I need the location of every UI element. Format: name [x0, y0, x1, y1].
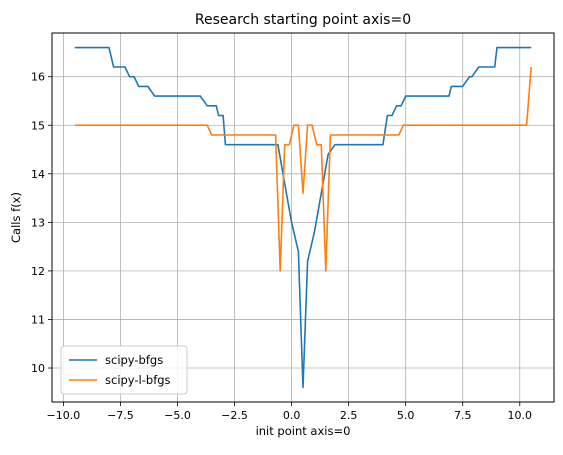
series-layer — [74, 46, 532, 389]
y-axis-label: Calls f(x) — [9, 192, 23, 243]
y-tick-label: 15 — [31, 119, 45, 132]
x-axis-ticks: −10.0 −7.5 −5.0 −2.5 0.0 2.5 5.0 7.5 10.0 — [47, 402, 532, 422]
x-tick-label: −2.5 — [221, 409, 248, 422]
y-tick-label: 14 — [31, 168, 45, 181]
x-tick-label: 7.5 — [454, 409, 472, 422]
y-tick-label: 10 — [31, 362, 45, 375]
legend-label: scipy-l-bfgs — [105, 373, 171, 387]
chart-title: Research starting point axis=0 — [195, 12, 411, 28]
x-axis-label: init point axis=0 — [256, 424, 351, 438]
y-tick-label: 13 — [31, 216, 45, 229]
y-axis-ticks: 10 11 12 13 14 15 16 — [31, 71, 52, 375]
x-tick-label: 2.5 — [340, 409, 358, 422]
y-tick-label: 16 — [31, 71, 45, 84]
x-tick-label: −10.0 — [47, 409, 81, 422]
series-line-scipy-l-bfgs — [74, 66, 532, 272]
grid-lines — [52, 33, 554, 402]
x-tick-label: −7.5 — [107, 409, 134, 422]
legend-label: scipy-bfgs — [105, 353, 163, 367]
y-tick-label: 11 — [31, 313, 45, 326]
x-tick-label: 5.0 — [397, 409, 415, 422]
legend-box — [60, 345, 188, 395]
x-tick-label: −5.0 — [164, 409, 191, 422]
series-line-scipy-bfgs — [74, 46, 532, 389]
y-tick-label: 12 — [31, 265, 45, 278]
x-tick-label: 0.0 — [283, 409, 301, 422]
x-tick-label: 10.0 — [508, 409, 533, 422]
plot-frame — [51, 32, 555, 403]
legend: scipy-bfgs scipy-l-bfgs — [60, 345, 188, 395]
